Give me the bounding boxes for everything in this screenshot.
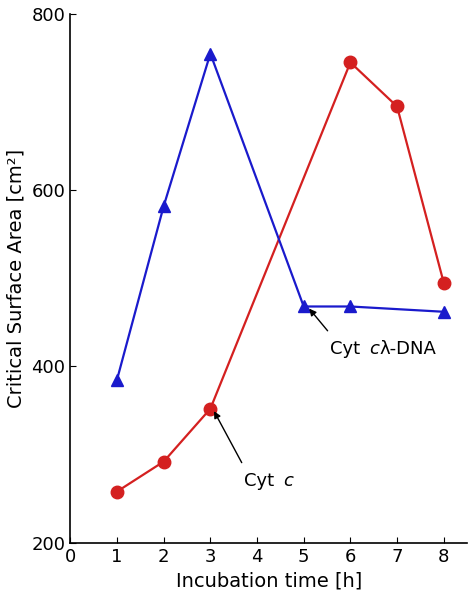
Text: Cyt: Cyt [244,472,280,490]
Text: Cyt: Cyt [330,340,366,358]
Text: λ-DNA: λ-DNA [380,340,437,358]
Text: c: c [369,340,379,358]
X-axis label: Incubation time [h]: Incubation time [h] [175,571,362,590]
Y-axis label: Critical Surface Area [cm²]: Critical Surface Area [cm²] [7,149,26,408]
Text: c: c [283,472,292,490]
